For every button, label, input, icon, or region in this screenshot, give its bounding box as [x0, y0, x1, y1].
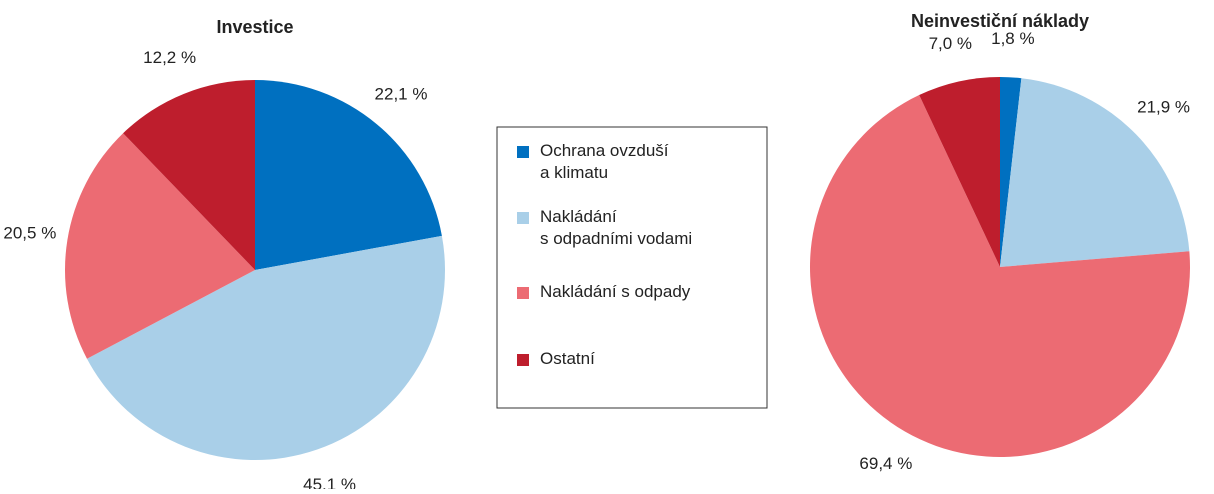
data-label: 22,1 % — [375, 84, 428, 103]
pie-slice — [86, 235, 446, 460]
data-label: 12,2 % — [143, 48, 196, 67]
legend-label: Ostatní — [540, 349, 595, 368]
pie-slice — [810, 95, 1191, 458]
pie-slice — [65, 133, 256, 359]
legend-label: Nakládání s odpady — [540, 282, 691, 301]
data-label: 21,9 % — [1137, 98, 1190, 117]
pie-slice — [919, 77, 1000, 267]
legend-swatch — [517, 287, 529, 299]
data-label: 1,8 % — [991, 29, 1034, 48]
pie-slice — [255, 80, 442, 270]
legend-swatch — [517, 212, 529, 224]
pie-slice — [1000, 77, 1022, 267]
data-label: 69,4 % — [859, 454, 912, 473]
pie-slice — [1000, 78, 1190, 267]
legend-box — [496, 126, 768, 409]
legend-swatch — [517, 146, 529, 158]
chart-title: Neinvestiční náklady — [911, 11, 1089, 31]
legend-label: Ochrana ovzduší a klimatu — [540, 141, 669, 182]
data-label: 20,5 % — [3, 223, 56, 242]
pie-slice — [123, 80, 256, 270]
chart-title: Investice — [216, 17, 293, 37]
data-label: 45,1 % — [303, 475, 356, 489]
legend-label: Nakládání s odpadními vodami — [540, 207, 692, 248]
data-label: 7,0 % — [929, 34, 972, 53]
legend-swatch — [517, 354, 529, 366]
